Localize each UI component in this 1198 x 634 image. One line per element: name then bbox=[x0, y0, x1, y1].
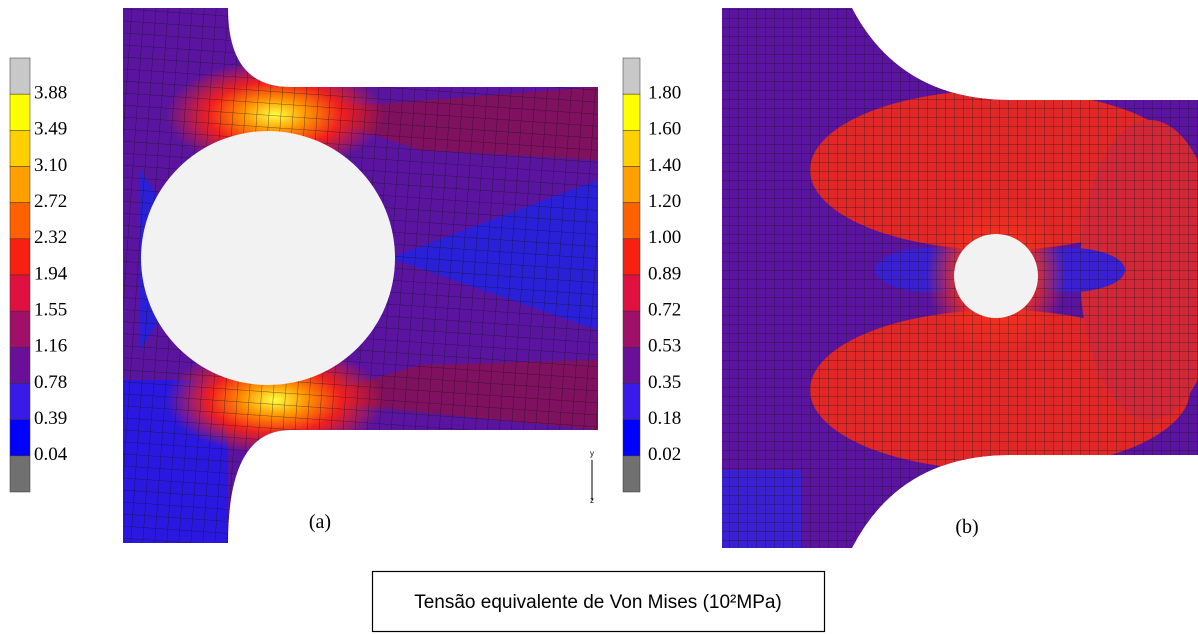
scale-label: 3.10 bbox=[34, 155, 67, 176]
scale-cell bbox=[9, 166, 31, 203]
scale-cell bbox=[622, 57, 641, 95]
scale-label: 0.72 bbox=[648, 300, 681, 321]
scale-cell bbox=[9, 93, 31, 131]
scale-cell bbox=[622, 347, 641, 384]
axis-triad: y z bbox=[590, 449, 594, 505]
scale-label: 1.80 bbox=[648, 83, 681, 104]
caption: Tensão equivalente de Von Mises (10²MPa) bbox=[414, 592, 782, 613]
scale-label: 3.49 bbox=[34, 119, 67, 140]
scale-cell bbox=[9, 347, 31, 384]
scale-cell bbox=[9, 274, 31, 312]
scale-cell bbox=[9, 57, 31, 95]
scale-cell bbox=[622, 310, 641, 348]
scale-label: 0.18 bbox=[648, 408, 681, 429]
panel-label: (a) bbox=[309, 511, 331, 533]
scale-cell bbox=[622, 202, 641, 240]
scale-cell bbox=[622, 238, 641, 276]
scale-label: 1.55 bbox=[34, 300, 67, 321]
scale-label: 0.78 bbox=[34, 372, 67, 393]
axis-label: z bbox=[590, 496, 594, 505]
scale-label: 0.53 bbox=[648, 336, 681, 357]
scale-label: 2.32 bbox=[34, 227, 67, 248]
hole bbox=[141, 131, 395, 385]
scale-label: 0.02 bbox=[648, 444, 681, 465]
scale-cell bbox=[9, 383, 31, 420]
scale-label: 0.39 bbox=[34, 408, 67, 429]
scale-cell bbox=[622, 274, 641, 312]
scale-cell bbox=[622, 455, 641, 493]
scale-cell bbox=[9, 130, 31, 167]
scale-label: 0.04 bbox=[34, 444, 68, 465]
scale-cell bbox=[622, 93, 641, 131]
scale-label: 1.00 bbox=[648, 227, 681, 248]
scale-cell bbox=[622, 419, 641, 457]
scale-label: 1.16 bbox=[34, 336, 67, 357]
scale-cell bbox=[622, 130, 641, 167]
scale-label: 1.60 bbox=[648, 119, 681, 140]
axis-label: y bbox=[590, 449, 594, 458]
scale-label: 0.35 bbox=[648, 372, 681, 393]
scale-label: 0.89 bbox=[648, 263, 681, 284]
color-scale: 1.80 1.60 1.40 1.20 1.00 0.89 0.72 0.53 0.35 0.18… bbox=[622, 57, 681, 493]
scale-label: 2.72 bbox=[34, 191, 67, 212]
scale-label: 3.88 bbox=[34, 83, 67, 104]
scale-label: 1.40 bbox=[648, 155, 681, 176]
color-scale: 3.88 3.49 3.10 2.72 2.32 1.94 1.55 1.16 0.78 0.39… bbox=[9, 57, 68, 493]
panel-label: (b) bbox=[955, 516, 978, 538]
scale-cell bbox=[9, 202, 31, 240]
scale-cell bbox=[9, 238, 31, 276]
scale-cell bbox=[622, 383, 641, 420]
hole bbox=[954, 234, 1038, 318]
caption-box bbox=[371, 570, 826, 633]
scale-label: 1.20 bbox=[648, 191, 681, 212]
scale-label: 1.94 bbox=[34, 263, 68, 284]
scale-cell bbox=[9, 455, 31, 493]
scale-cell bbox=[9, 310, 31, 348]
scale-cell bbox=[622, 166, 641, 203]
scale-cell bbox=[9, 419, 31, 457]
